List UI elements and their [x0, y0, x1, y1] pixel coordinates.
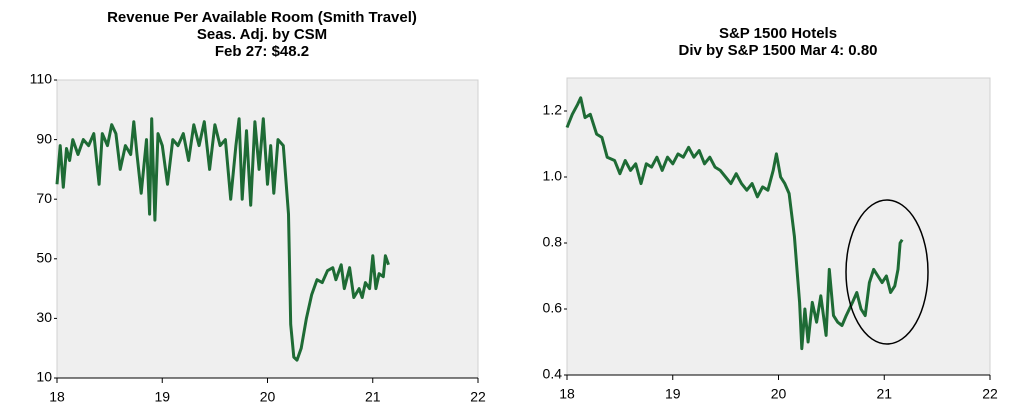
y-tick-label: 0.8 — [543, 234, 563, 250]
x-tick-label: 20 — [260, 389, 276, 405]
chart-title: Div by S&P 1500 Mar 4: 0.80 — [679, 42, 878, 59]
x-tick-label: 18 — [559, 386, 575, 402]
y-tick-label: 1.0 — [543, 168, 563, 184]
x-tick-label: 18 — [49, 389, 65, 405]
x-tick-label: 21 — [365, 389, 381, 405]
x-tick-label: 20 — [771, 386, 787, 402]
data-line — [55, 117, 390, 362]
y-tick-label: 10 — [36, 369, 52, 385]
y-tick-label: 50 — [36, 250, 52, 266]
chart-title: Revenue Per Available Room (Smith Travel… — [107, 9, 417, 26]
y-tick-label: 70 — [36, 190, 52, 206]
x-tick-label: 19 — [665, 386, 681, 402]
plot-area — [566, 77, 991, 376]
y-tick-label: 0.4 — [543, 366, 563, 382]
data-line — [565, 96, 904, 351]
x-tick-label: 22 — [470, 389, 486, 405]
chart-title: Feb 27: $48.2 — [215, 43, 309, 60]
plot-area — [56, 79, 479, 379]
chart-title: S&P 1500 Hotels — [719, 25, 837, 42]
x-tick-label: 21 — [876, 386, 892, 402]
y-tick-label: 0.6 — [543, 300, 563, 316]
highlight-ellipse — [845, 199, 929, 345]
y-tick-label: 1.2 — [543, 102, 563, 118]
y-tick-label: 110 — [30, 71, 53, 87]
chart-title: Seas. Adj. by CSM — [197, 26, 327, 43]
y-tick-label: 30 — [36, 309, 52, 325]
y-tick-label: 90 — [36, 130, 52, 146]
x-tick-label: 19 — [154, 389, 170, 405]
x-tick-label: 22 — [982, 386, 998, 402]
